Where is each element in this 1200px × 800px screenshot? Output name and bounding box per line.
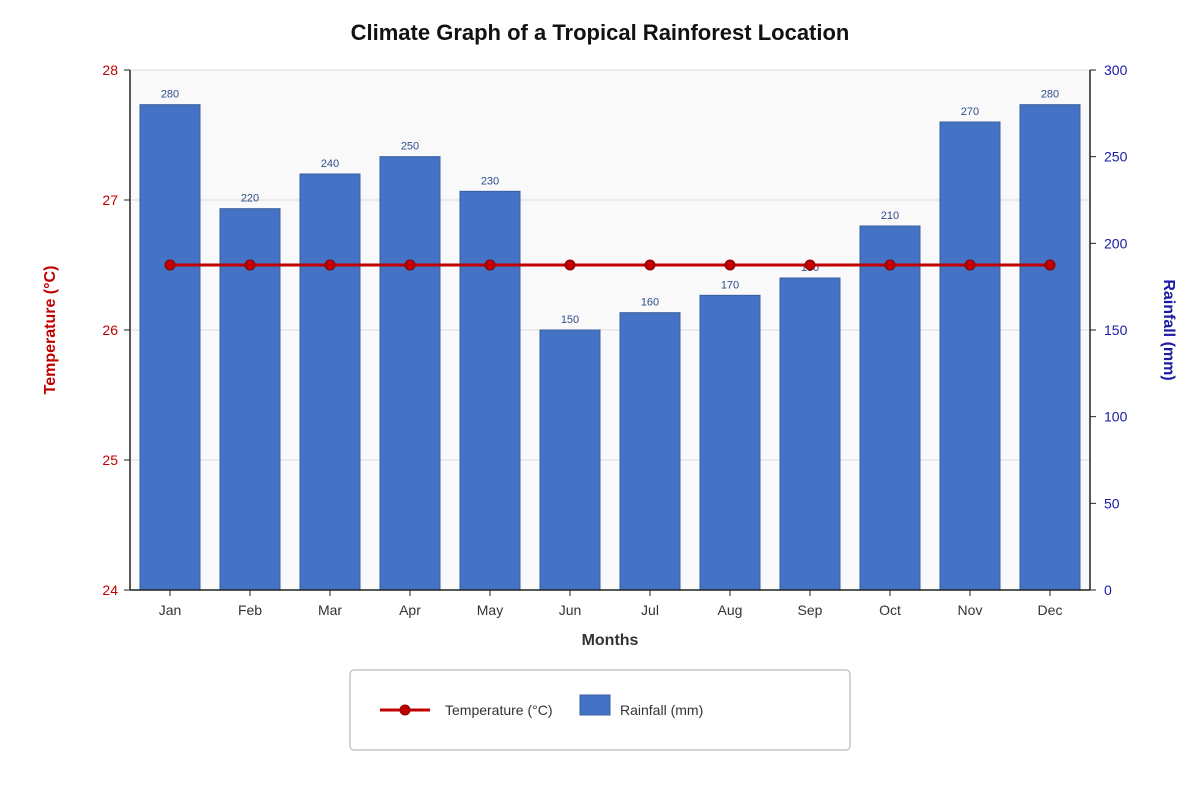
left-tick-label: 25 [102,452,118,468]
temperature-point [244,259,256,271]
right-tick-label: 0 [1104,582,1112,598]
temperature-point [964,259,976,271]
rainfall-bar-label: 220 [241,193,259,205]
x-tick-label: Nov [958,602,983,618]
x-tick-label: Dec [1038,602,1063,618]
rainfall-bar-label: 280 [161,89,179,101]
x-tick-label: Jul [641,602,659,618]
legend: Temperature (°C) Rainfall (mm) [349,669,851,751]
rainfall-bar [1019,104,1081,591]
temperature-point [164,259,176,271]
temperature-point [404,259,416,271]
rainfall-bar [139,104,201,591]
rainfall-bars [139,104,1081,591]
right-tick-label: 200 [1104,235,1128,251]
chart-title: Climate Graph of a Tropical Rainforest L… [351,20,850,45]
left-tick-label: 28 [102,62,118,78]
right-tick-label: 50 [1104,495,1120,511]
right-tick-label: 150 [1104,322,1128,338]
rainfall-bar-label: 270 [961,106,979,118]
rainfall-bar [619,312,681,591]
rainfall-bar [459,190,521,591]
rainfall-bar-label: 240 [321,158,339,170]
right-tick-label: 250 [1104,149,1128,165]
temperature-point [324,259,336,271]
rainfall-bar [859,225,921,591]
temperature-point [564,259,576,271]
rainfall-bar [699,294,761,591]
rainfall-bar-label: 150 [561,314,579,326]
rainfall-bar-label: 210 [881,210,899,222]
temperature-point [724,259,736,271]
left-axis-title: Temperature (°C) [42,266,59,395]
rainfall-bar [299,173,361,591]
legend-rainfall-swatch [579,694,611,716]
rainfall-bar [219,208,281,591]
x-tick-label: Apr [399,602,421,618]
rainfall-bar-label: 170 [721,279,739,291]
rainfall-bar-label: 160 [641,297,659,309]
temperature-point [884,259,896,271]
right-tick-label: 100 [1104,409,1128,425]
x-tick-label: Sep [798,602,823,618]
rainfall-bar [939,121,1001,591]
rainfall-bar-label: 280 [1041,89,1059,101]
x-axis-title: Months [582,632,639,649]
x-tick-label: Aug [718,602,743,618]
left-tick-label: 27 [102,192,118,208]
temperature-point [644,259,656,271]
rainfall-bar-label: 250 [401,141,419,153]
temperature-point [484,259,496,271]
rainfall-bar [779,277,841,591]
x-tick-label: May [477,602,503,618]
temperature-point [1044,259,1056,271]
x-tick-label: Jan [159,602,182,618]
left-tick-label: 24 [102,582,118,598]
left-tick-label: 26 [102,322,118,338]
temperature-line-group [164,259,1056,271]
rainfall-bar [539,329,601,591]
right-axis-title: Rainfall (mm) [1160,279,1177,380]
rainfall-bar-label: 230 [481,175,499,187]
x-tick-label: Feb [238,602,262,618]
right-tick-label: 300 [1104,62,1128,78]
x-tick-label: Jun [559,602,582,618]
rainfall-bar-labels: 280220240250230150160170180210270280 [161,89,1059,326]
legend-temperature-marker [399,704,411,716]
legend-temperature-label: Temperature (°C) [445,702,553,718]
legend-rainfall-label: Rainfall (mm) [620,702,703,718]
rainfall-bar [379,156,441,591]
x-tick-label: Oct [879,602,901,618]
temperature-point [804,259,816,271]
x-tick-label: Mar [318,602,342,618]
